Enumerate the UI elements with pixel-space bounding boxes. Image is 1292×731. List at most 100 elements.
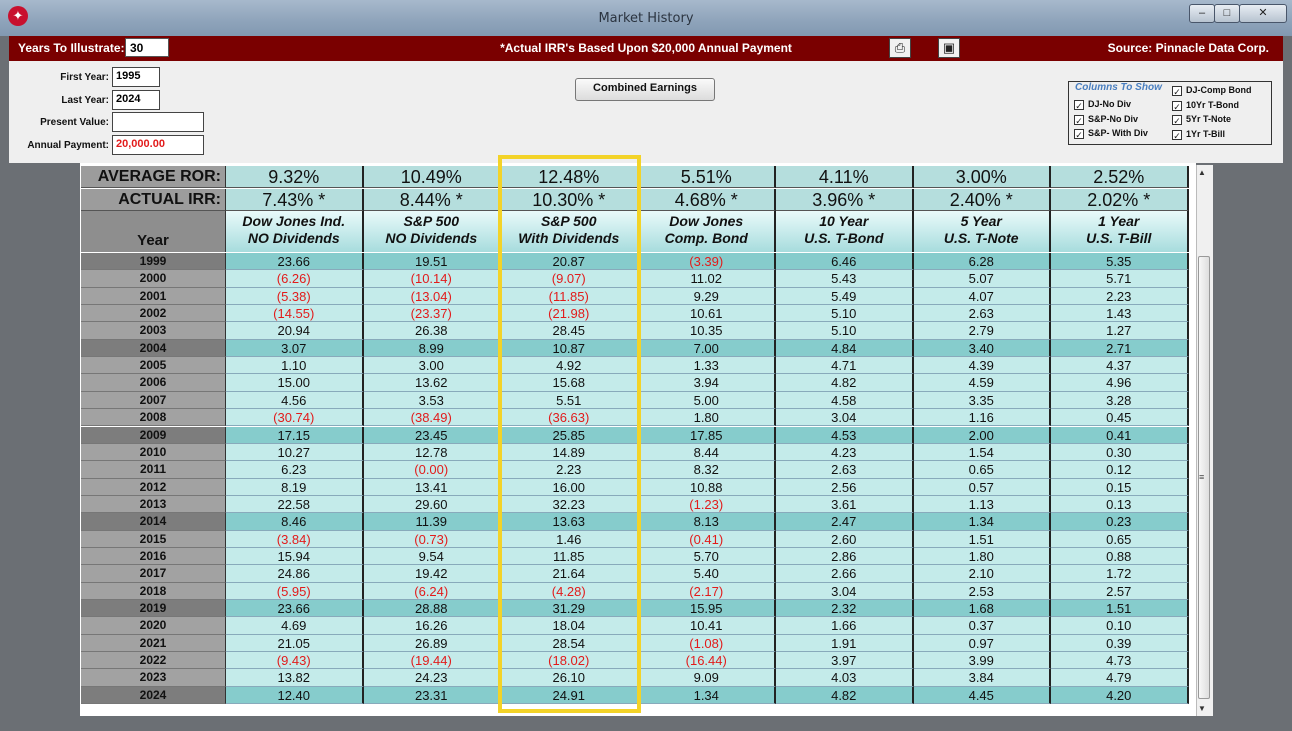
- return-value-cell: 4.92: [501, 357, 639, 375]
- return-value-cell: (5.38): [226, 287, 364, 306]
- scroll-up-icon[interactable]: ▲: [1198, 168, 1206, 177]
- header-banner: Years To Illustrate: *Actual IRR's Based…: [9, 36, 1283, 61]
- present-value-label: Present Value:: [40, 117, 109, 128]
- return-value-cell: 3.53: [363, 391, 501, 410]
- return-value-cell: 1.46: [501, 530, 639, 548]
- return-value-cell: 4.58: [776, 391, 914, 410]
- maximize-icon[interactable]: □: [1214, 4, 1240, 23]
- column-header-line1: Dow Jones Ind.: [242, 213, 346, 229]
- return-value-cell: 8.32: [638, 461, 776, 479]
- actual-irr-value: 7.43% *: [226, 189, 364, 211]
- year-cell: 2014: [81, 513, 226, 531]
- return-value-cell: 1.34: [913, 513, 1051, 531]
- annual-payment-input[interactable]: 20,000.00: [112, 135, 204, 155]
- column-header-line2: With Dividends: [518, 230, 620, 246]
- return-value-cell: 1.16: [913, 409, 1051, 427]
- return-value-cell: (38.49): [363, 409, 501, 427]
- annual-payment-label: Annual Payment:: [27, 140, 109, 151]
- return-value-cell: 1.80: [638, 409, 776, 427]
- return-value-cell: 11.02: [638, 270, 776, 288]
- column-checkbox[interactable]: ✓: [1172, 115, 1182, 126]
- return-value-cell: 4.53: [776, 426, 914, 444]
- column-header-line2: NO Dividends: [385, 230, 478, 246]
- return-value-cell: 4.73: [1051, 652, 1189, 670]
- return-value-cell: 5.10: [776, 322, 914, 340]
- column-header-line1: Dow Jones: [669, 213, 744, 229]
- print-icon[interactable]: ⎙: [889, 38, 911, 58]
- year-cell: 2016: [81, 547, 226, 566]
- return-value-cell: 2.47: [776, 513, 914, 531]
- return-value-cell: (6.26): [226, 270, 364, 288]
- return-value-cell: 2.00: [913, 426, 1051, 444]
- return-value-cell: 4.39: [913, 357, 1051, 375]
- minimize-icon[interactable]: –: [1189, 4, 1215, 23]
- year-column-header: Year: [81, 211, 226, 252]
- return-value-cell: 32.23: [501, 495, 639, 514]
- return-value-cell: (30.74): [226, 409, 364, 427]
- return-value-cell: 15.95: [638, 600, 776, 618]
- years-to-illustrate-input[interactable]: 30: [125, 38, 169, 57]
- column-header: Dow Jones Ind. NO Dividends: [226, 211, 364, 252]
- return-value-cell: 2.60: [776, 530, 914, 548]
- return-value-cell: 1.66: [776, 617, 914, 635]
- return-value-cell: (2.17): [638, 582, 776, 600]
- return-value-cell: 9.09: [638, 669, 776, 687]
- column-checkbox[interactable]: ✓: [1074, 129, 1084, 140]
- column-header-line2: Comp. Bond: [664, 230, 748, 246]
- return-value-cell: 1.10: [226, 357, 364, 375]
- return-value-cell: (3.84): [226, 530, 364, 548]
- return-value-cell: 23.31: [363, 686, 501, 705]
- return-value-cell: 3.61: [776, 495, 914, 514]
- app-logo-icon[interactable]: ✦: [8, 6, 28, 26]
- return-value-cell: 26.89: [363, 634, 501, 653]
- return-value-cell: 13.63: [501, 513, 639, 531]
- return-value-cell: 4.23: [776, 443, 914, 462]
- combined-earnings-button[interactable]: Combined Earnings: [575, 78, 715, 101]
- return-value-cell: 8.13: [638, 513, 776, 531]
- average-ror-value: 4.11%: [776, 166, 914, 188]
- return-value-cell: 3.35: [913, 391, 1051, 410]
- return-value-cell: 0.10: [1051, 617, 1189, 635]
- return-value-cell: 24.86: [226, 565, 364, 583]
- return-value-cell: (0.73): [363, 530, 501, 548]
- return-value-cell: 11.39: [363, 513, 501, 531]
- preview-icon[interactable]: ▣: [938, 38, 960, 58]
- present-value-input[interactable]: [112, 112, 204, 132]
- return-value-cell: 3.40: [913, 339, 1051, 358]
- actual-irr-value: 3.96% *: [776, 189, 914, 211]
- return-value-cell: 15.68: [501, 374, 639, 392]
- return-value-cell: 2.71: [1051, 339, 1189, 358]
- return-value-cell: 1.34: [638, 686, 776, 705]
- year-cell: 2001: [81, 287, 226, 306]
- return-value-cell: 17.85: [638, 426, 776, 444]
- average-ror-value: 3.00%: [913, 166, 1051, 188]
- return-value-cell: 10.61: [638, 305, 776, 323]
- column-checkbox[interactable]: ✓: [1172, 86, 1182, 97]
- return-value-cell: 13.41: [363, 478, 501, 496]
- return-value-cell: 2.32: [776, 600, 914, 618]
- column-checkbox[interactable]: ✓: [1172, 129, 1182, 141]
- column-header: S&P 500 NO Dividends: [363, 211, 501, 252]
- return-value-cell: (1.23): [638, 495, 776, 514]
- scrollbar-thumb[interactable]: [1198, 256, 1210, 699]
- return-value-cell: 26.10: [501, 669, 639, 687]
- column-checkbox[interactable]: ✓: [1074, 100, 1084, 111]
- return-value-cell: 0.39: [1051, 634, 1189, 653]
- average-ror-value: 9.32%: [226, 166, 364, 188]
- return-value-cell: (16.44): [638, 652, 776, 670]
- return-value-cell: 5.00: [638, 391, 776, 410]
- close-icon[interactable]: ✕: [1239, 4, 1287, 23]
- return-value-cell: 9.54: [363, 547, 501, 566]
- return-value-cell: 13.62: [363, 374, 501, 392]
- return-value-cell: 19.42: [363, 565, 501, 583]
- average-ror-label: AVERAGE ROR:: [81, 166, 226, 188]
- actual-irr-value: 8.44% *: [363, 189, 501, 211]
- return-value-cell: 0.65: [1051, 530, 1189, 548]
- years-to-illustrate-label: Years To Illustrate:: [18, 41, 125, 55]
- scroll-down-icon[interactable]: ▼: [1198, 704, 1206, 713]
- first-year-input[interactable]: 1995: [112, 67, 160, 87]
- last-year-input[interactable]: 2024: [112, 90, 160, 110]
- column-checkbox[interactable]: ✓: [1074, 114, 1084, 126]
- window-title-bar: Market History: [0, 0, 1292, 36]
- column-checkbox[interactable]: ✓: [1172, 100, 1182, 112]
